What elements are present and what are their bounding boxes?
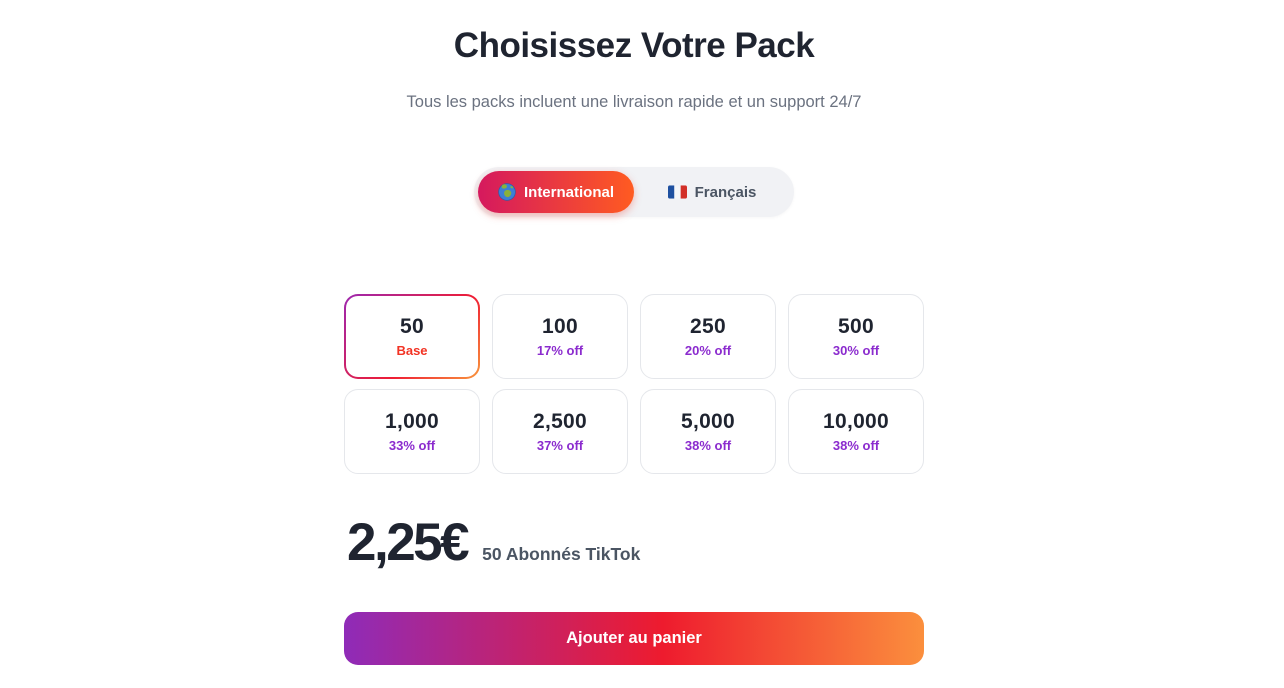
pack-quantity: 5,000 bbox=[680, 410, 736, 433]
pack-label: 38% off bbox=[684, 438, 732, 453]
pack-label: Base bbox=[396, 343, 428, 358]
add-to-cart-button[interactable]: Ajouter au panier bbox=[344, 612, 924, 665]
pack-card-5000[interactable]: 5,000 38% off bbox=[640, 389, 776, 474]
pack-label: 20% off bbox=[684, 343, 732, 358]
pack-label: 37% off bbox=[536, 438, 584, 453]
pack-quantity: 2,500 bbox=[532, 410, 588, 433]
price-row: 2,25€ 50 Abonnés TikTok bbox=[347, 516, 640, 569]
toggle-option-international[interactable]: International bbox=[478, 171, 634, 213]
page-title: Choisissez Votre Pack bbox=[453, 26, 815, 65]
pack-quantity: 500 bbox=[838, 315, 874, 338]
pack-quantity: 100 bbox=[542, 315, 578, 338]
pack-label: 30% off bbox=[832, 343, 880, 358]
pack-card-500[interactable]: 500 30% off bbox=[788, 294, 924, 379]
pack-card-250[interactable]: 250 20% off bbox=[640, 294, 776, 379]
page-subtitle: Tous les packs incluent une livraison ra… bbox=[406, 93, 862, 111]
pack-label: 17% off bbox=[536, 343, 584, 358]
pack-grid: 50 Base 100 17% off 250 20% off 500 30% … bbox=[344, 294, 924, 474]
toggle-option-francais[interactable]: Français bbox=[634, 171, 790, 213]
toggle-option-label: Français bbox=[694, 183, 757, 201]
pack-card-1000[interactable]: 1,000 33% off bbox=[344, 389, 480, 474]
france-flag-icon bbox=[667, 185, 687, 199]
pack-label: 33% off bbox=[388, 438, 436, 453]
toggle-option-label: International bbox=[523, 183, 614, 201]
pack-label: 38% off bbox=[832, 438, 880, 453]
pack-card-2500[interactable]: 2,500 37% off bbox=[492, 389, 628, 474]
pack-card-10000[interactable]: 10,000 38% off bbox=[788, 389, 924, 474]
price-description: 50 Abonnés TikTok bbox=[482, 544, 641, 564]
pack-quantity: 50 bbox=[400, 315, 424, 338]
pricing-section: Choisissez Votre Pack Tous les packs inc… bbox=[344, 0, 924, 688]
pack-quantity: 250 bbox=[690, 315, 726, 338]
pack-card-50[interactable]: 50 Base bbox=[344, 294, 480, 379]
pack-quantity: 10,000 bbox=[822, 410, 890, 433]
pack-card-100[interactable]: 100 17% off bbox=[492, 294, 628, 379]
language-toggle: International Français bbox=[474, 167, 794, 217]
globe-icon bbox=[498, 183, 516, 201]
price-amount: 2,25€ bbox=[347, 513, 470, 572]
pack-quantity: 1,000 bbox=[384, 410, 440, 433]
